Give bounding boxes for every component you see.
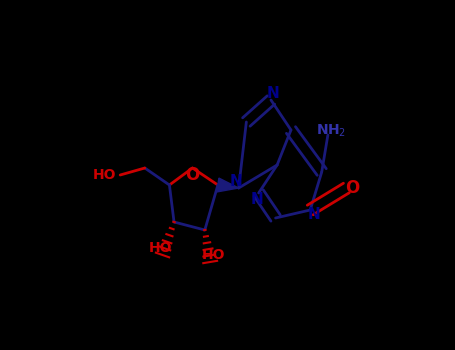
Text: N: N [266,86,279,101]
Text: O: O [345,179,360,197]
Text: N: N [229,174,242,189]
Polygon shape [217,178,239,192]
Text: N: N [308,207,321,222]
Text: HO: HO [93,168,116,182]
Text: NH$_2$: NH$_2$ [316,122,346,139]
Text: HO: HO [149,241,172,255]
Text: HO: HO [202,248,225,262]
Text: N: N [251,193,263,208]
Text: O: O [185,166,200,184]
